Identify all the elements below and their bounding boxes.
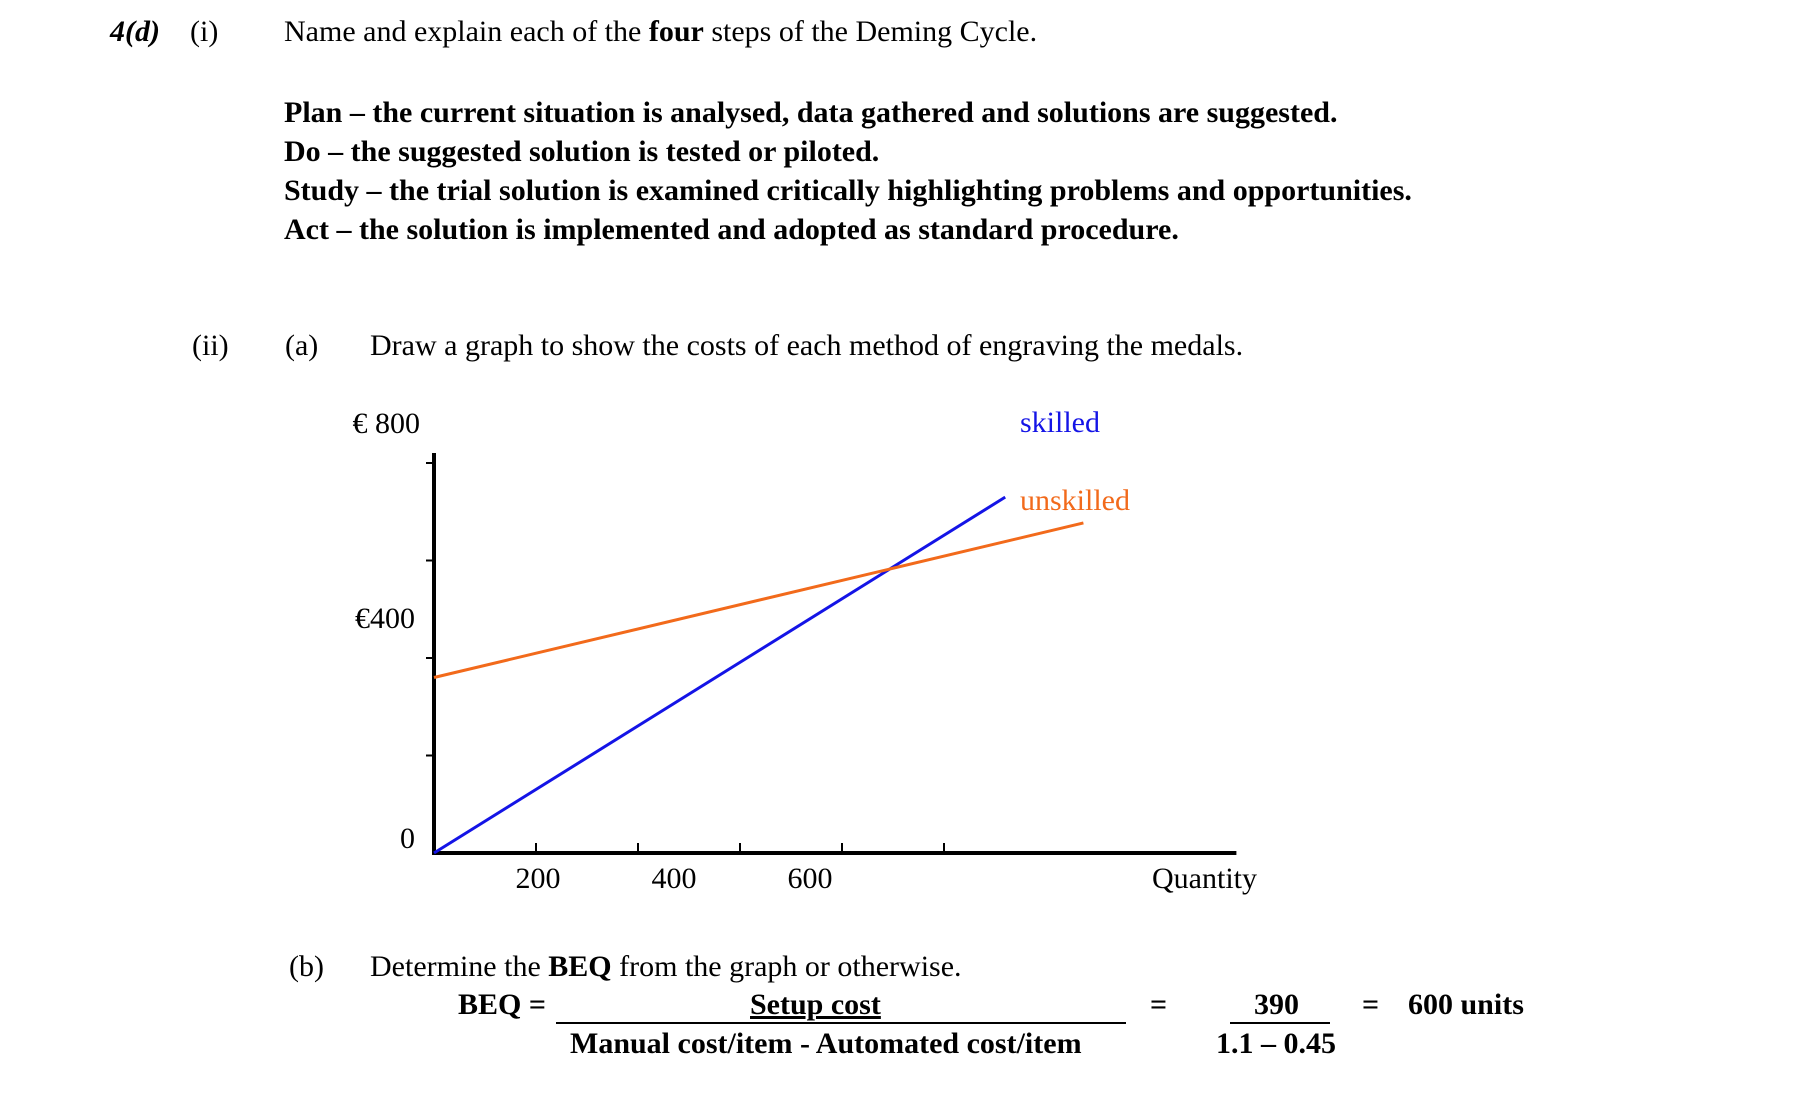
beq-den-value: 1.1 – 0.45: [1216, 1027, 1336, 1060]
series-label-unskilled: unskilled: [1020, 484, 1130, 517]
prompt-bold: four: [648, 15, 704, 48]
part-a-prompt: Draw a graph to show the costs of each m…: [370, 329, 1244, 362]
beq-value-bar: [1230, 1022, 1330, 1024]
deming-study: Study – the trial solution is examined c…: [284, 171, 1412, 210]
series-line-unskilled: [433, 521, 1084, 679]
b-prompt-bold: BEQ: [548, 950, 612, 983]
beq-equals-1: =: [1150, 988, 1168, 1021]
deming-text: – the solution is implemented and adopte…: [328, 213, 1179, 246]
deming-text: – the trial solution is examined critica…: [359, 174, 1412, 207]
b-prompt-pre: Determine the: [370, 950, 549, 983]
y-tick-label: €400: [355, 602, 415, 635]
part-i-label: (i): [190, 15, 219, 48]
deming-do: Do – the suggested solution is tested or…: [284, 132, 879, 171]
x-tick-label: 200: [516, 862, 561, 895]
y-tick-label: € 800: [353, 407, 421, 440]
beq-numerator: Setup cost: [750, 988, 881, 1021]
part-b-label: (b): [289, 950, 324, 983]
deming-plan: Plan – the current situation is analysed…: [284, 93, 1337, 132]
prompt-pre: Name and explain each of the: [284, 15, 649, 48]
deming-term: Study: [284, 174, 360, 207]
deming-act: Act – the solution is implemented and ad…: [284, 210, 1179, 249]
deming-term: Plan: [284, 96, 343, 129]
beq-num-value: 390: [1254, 988, 1299, 1021]
question-prompt: Name and explain each of the four steps …: [284, 15, 1037, 49]
part-a-label: (a): [285, 329, 319, 362]
x-axis-title: Quantity: [1152, 862, 1257, 895]
b-prompt-post: from the graph or otherwise.: [611, 950, 962, 983]
x-tick-label: 600: [788, 862, 833, 895]
part-b-prompt: Determine the BEQ from the graph or othe…: [370, 950, 962, 984]
deming-text: – the current situation is analysed, dat…: [342, 96, 1338, 129]
beq-denominator: Manual cost/item - Automated cost/item: [570, 1027, 1082, 1060]
deming-text: – the suggested solution is tested or pi…: [320, 135, 880, 168]
deming-term: Act: [284, 213, 329, 246]
beq-label: BEQ =: [458, 988, 546, 1021]
y-tick-label: 0: [400, 822, 415, 855]
question-number: 4(d): [110, 15, 160, 48]
series-label-skilled: skilled: [1020, 406, 1100, 439]
beq-result: 600 units: [1408, 988, 1524, 1021]
beq-fraction-bar: [556, 1022, 1126, 1024]
beq-equals-2: =: [1362, 988, 1380, 1021]
deming-term: Do: [284, 135, 321, 168]
x-tick-label: 400: [652, 862, 697, 895]
series-line-skilled: [433, 495, 1006, 855]
prompt-post: steps of the Deming Cycle.: [703, 15, 1038, 48]
part-ii-label: (ii): [192, 329, 229, 362]
